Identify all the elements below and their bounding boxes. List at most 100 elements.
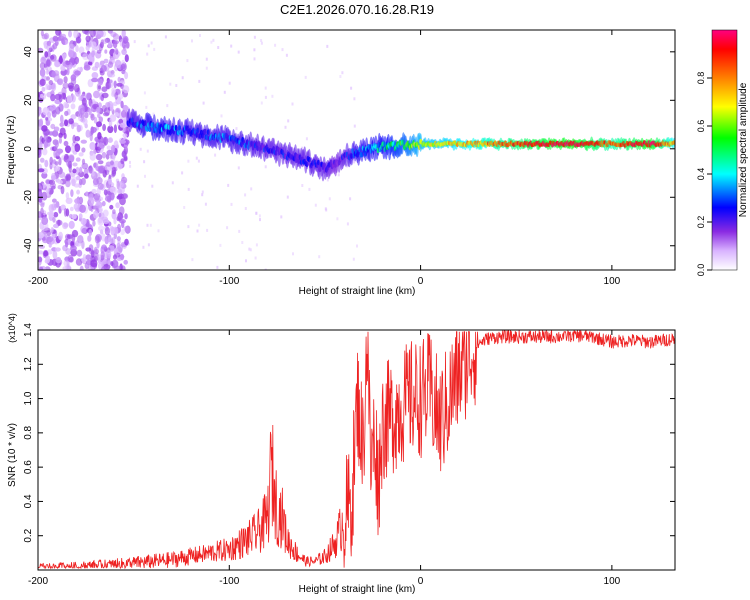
noise-speckle: [59, 127, 66, 136]
noise-speckle: [106, 249, 112, 259]
noise-dot: [353, 97, 356, 101]
noise-speckle: [85, 129, 91, 138]
noise-speckle: [82, 30, 89, 35]
noise-speckle: [110, 261, 114, 267]
noise-dot: [151, 184, 154, 188]
noise-dot: [244, 193, 247, 197]
snr-ytick-label: 1.4: [23, 323, 34, 337]
noise-speckle: [90, 126, 94, 135]
noise-speckle: [91, 72, 99, 79]
noise-speckle: [44, 266, 51, 270]
noise-speckle: [120, 63, 126, 69]
noise-speckle: [75, 157, 81, 162]
noise-speckle: [48, 204, 54, 213]
noise-speckle: [65, 192, 70, 200]
noise-speckle: [63, 101, 68, 109]
noise-dot: [253, 48, 256, 52]
noise-dot: [157, 229, 160, 233]
noise-dot: [285, 53, 288, 57]
noise-speckle: [96, 82, 102, 92]
noise-dot: [187, 187, 190, 191]
noise-dot: [166, 104, 169, 108]
snr-multiplier: (x10^4): [7, 313, 17, 343]
noise-speckle: [45, 58, 52, 68]
ridge-core: [672, 140, 675, 145]
noise-speckle: [82, 97, 87, 106]
noise-speckle: [39, 118, 44, 127]
noise-speckle: [38, 107, 42, 116]
noise-speckle: [120, 253, 125, 261]
noise-speckle: [121, 193, 129, 200]
noise-speckle: [121, 48, 127, 56]
noise-speckle: [116, 82, 123, 87]
noise-speckle: [65, 241, 69, 248]
noise-speckle: [112, 226, 119, 235]
noise-speckle: [83, 167, 89, 176]
spectrogram-ytick-label: 0: [23, 146, 34, 152]
noise-dot: [198, 223, 201, 227]
snr-frame: [37, 329, 676, 571]
noise-speckle: [102, 123, 106, 132]
noise-speckle: [98, 216, 103, 224]
snr-ytick-label: 1.0: [23, 391, 34, 405]
noise-speckle: [97, 113, 101, 119]
noise-speckle: [74, 197, 82, 205]
noise-speckle: [114, 59, 122, 69]
noise-speckle: [51, 130, 59, 137]
noise-speckle: [51, 109, 57, 118]
noise-speckle: [88, 108, 92, 116]
noise-speckle: [54, 93, 62, 100]
noise-dot: [133, 40, 136, 44]
noise-dot: [264, 268, 267, 270]
noise-dot: [196, 229, 199, 233]
noise-speckle: [102, 209, 109, 217]
noise-speckle: [65, 175, 69, 182]
noise-speckle: [54, 247, 61, 252]
noise-dot: [197, 159, 200, 163]
noise-speckle: [120, 158, 125, 165]
noise-dot: [153, 47, 156, 51]
noise-dot: [337, 173, 340, 177]
noise-speckle: [98, 225, 105, 232]
noise-speckle: [46, 44, 52, 51]
noise-speckle: [53, 203, 58, 209]
noise-dot: [205, 57, 208, 61]
noise-speckle: [68, 155, 75, 163]
noise-dot: [305, 137, 308, 141]
noise-speckle: [46, 236, 54, 243]
noise-speckle: [65, 179, 71, 188]
noise-speckle: [104, 235, 109, 245]
noise-speckle: [50, 226, 54, 233]
noise-dot: [199, 34, 201, 37]
noise-dot: [249, 248, 252, 252]
noise-speckle: [88, 165, 93, 174]
noise-dot: [301, 146, 304, 150]
noise-dot: [287, 119, 290, 123]
noise-dot: [129, 164, 132, 168]
colorbar-tick-label: 0.6: [696, 120, 706, 133]
noise-speckle: [107, 61, 114, 68]
noise-speckle: [82, 53, 89, 61]
noise-speckle: [49, 55, 55, 60]
noise-speckle: [58, 171, 66, 178]
noise-dot: [254, 256, 257, 260]
noise-speckle: [67, 254, 74, 263]
noise-speckle: [113, 218, 117, 225]
noise-speckle: [106, 79, 113, 84]
noise-speckle: [62, 266, 70, 270]
noise-dot: [281, 48, 284, 52]
noise-speckle: [109, 114, 117, 122]
noise-speckle: [121, 150, 127, 158]
spectrogram-ytick-label: 40: [23, 46, 34, 58]
noise-speckle: [38, 250, 44, 255]
noise-dot: [235, 127, 238, 131]
noise-speckle: [40, 56, 47, 65]
noise-dot: [191, 258, 194, 262]
noise-speckle: [63, 140, 69, 147]
noise-speckle: [40, 157, 45, 163]
noise-speckle: [62, 53, 67, 60]
noise-speckle: [68, 118, 74, 125]
noise-speckle: [107, 41, 112, 48]
noise-speckle: [111, 259, 119, 268]
